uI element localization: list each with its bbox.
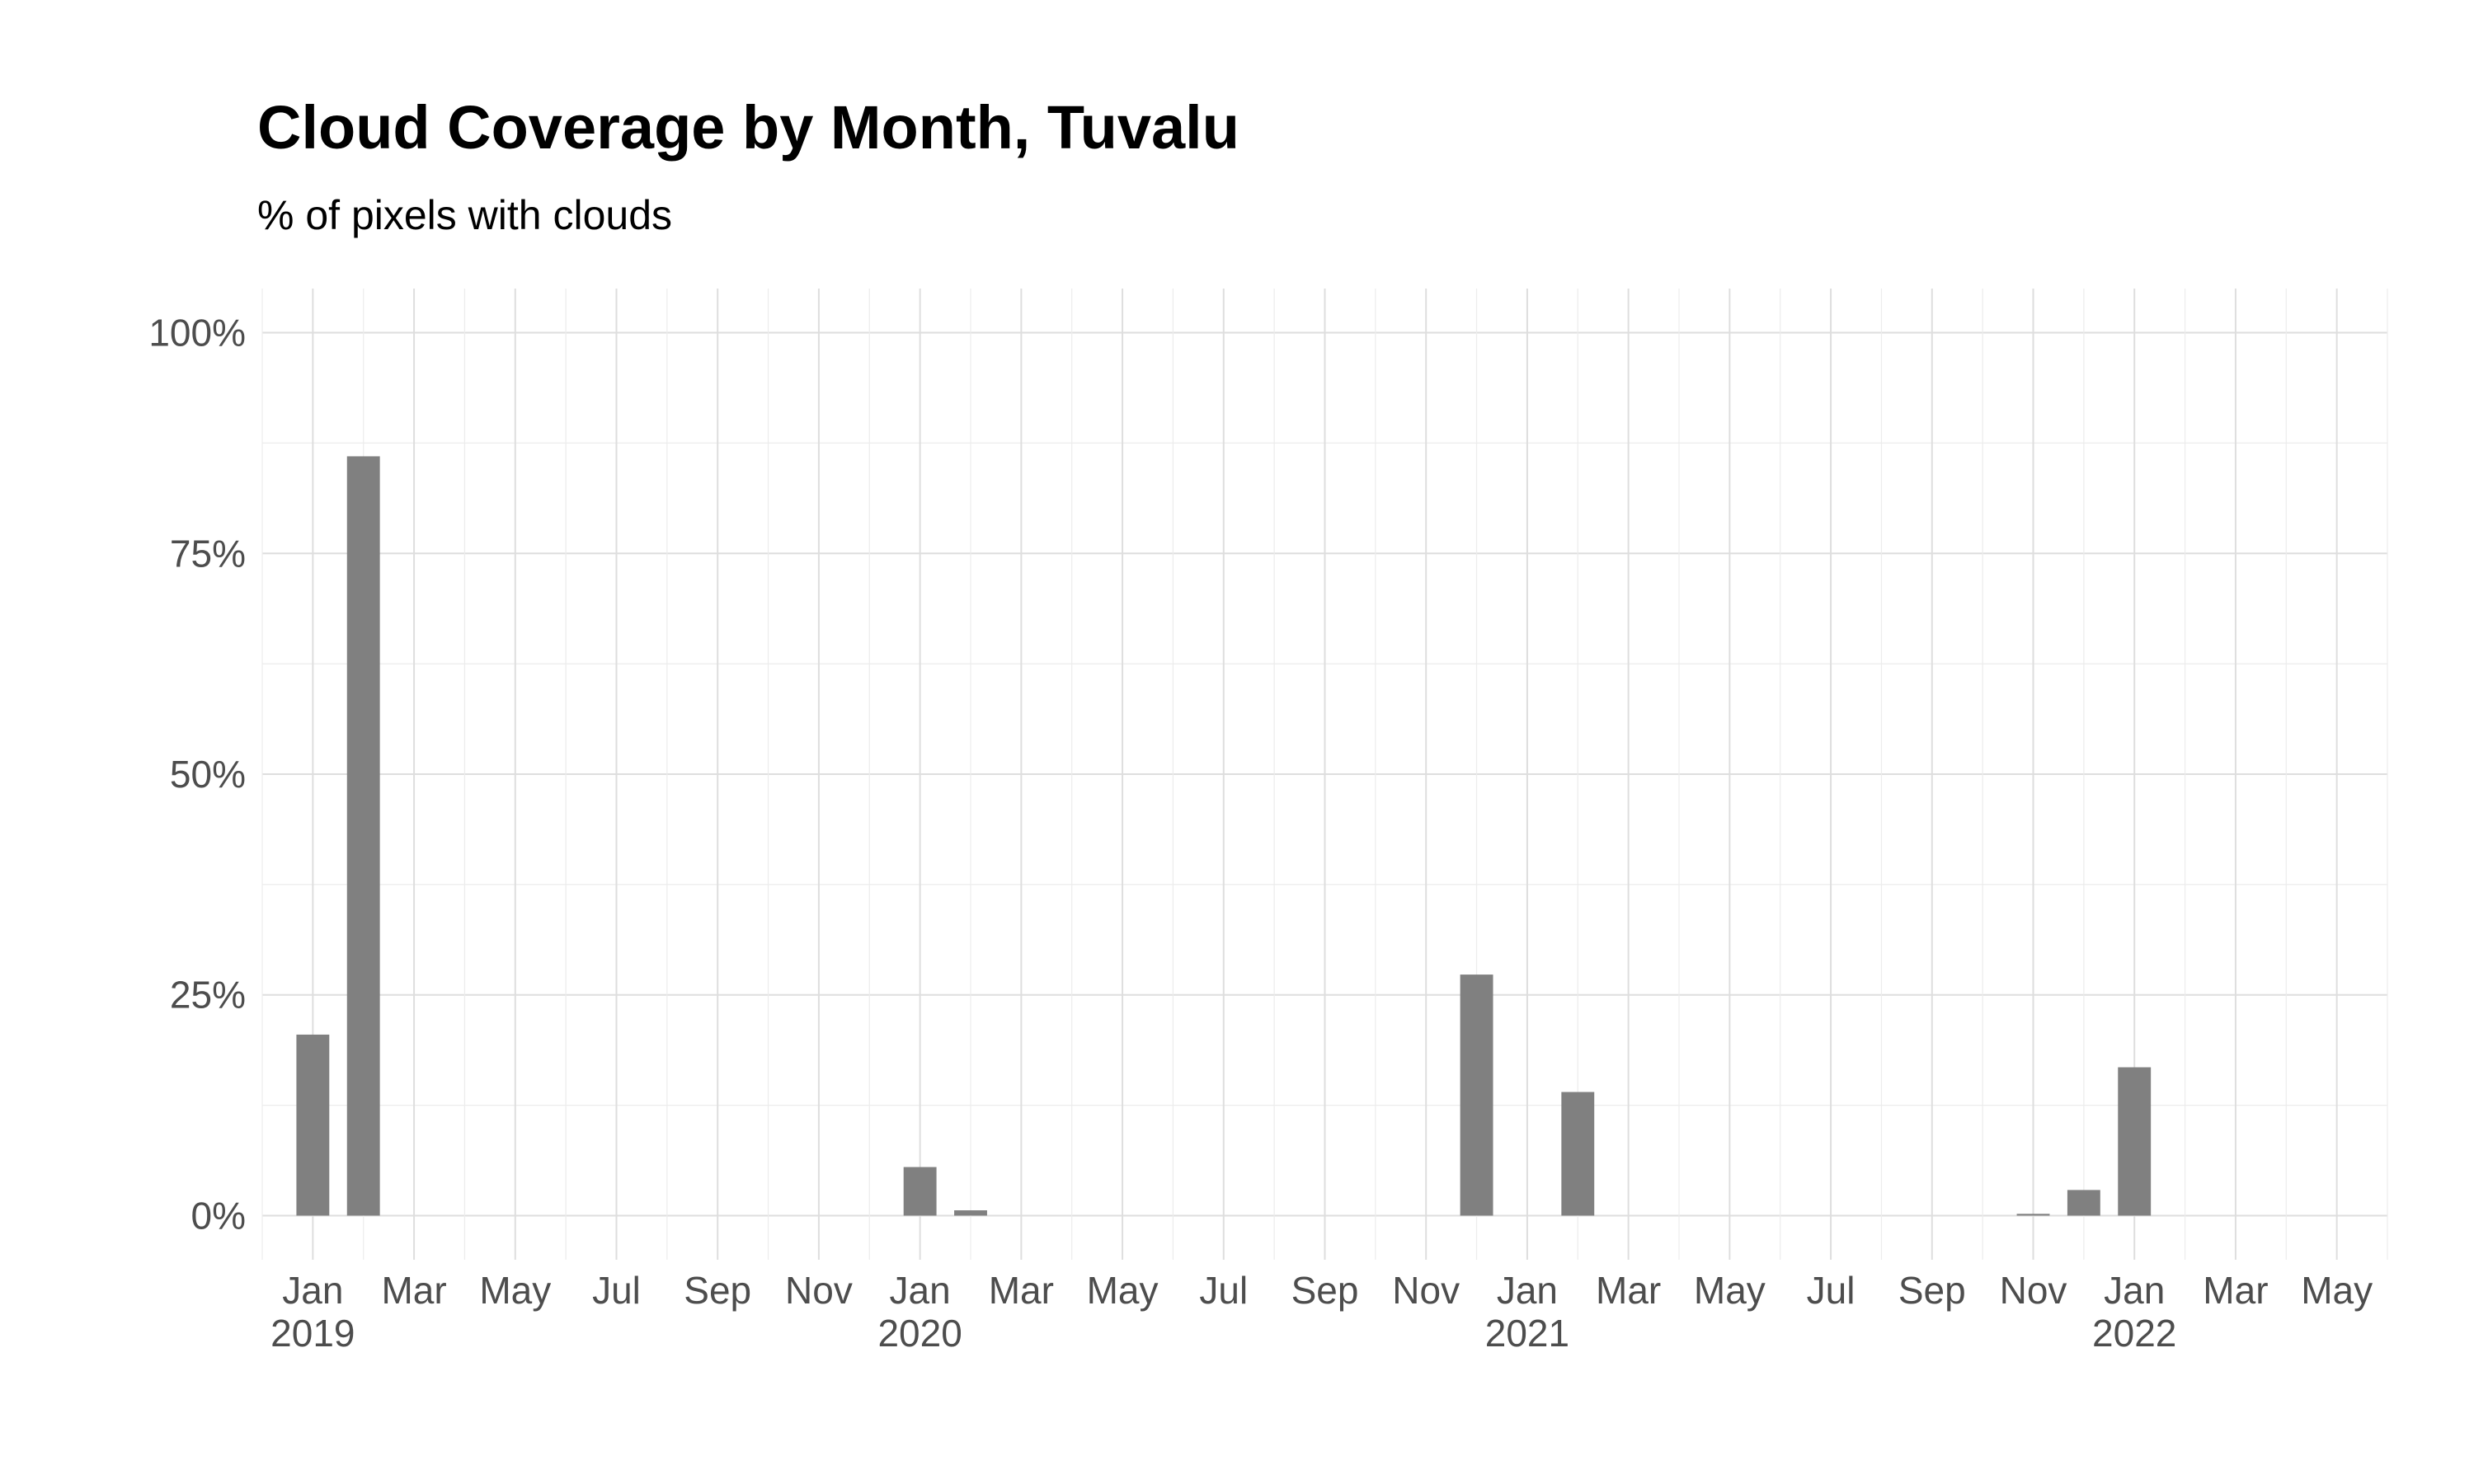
gridlines (261, 289, 2388, 1260)
y-tick-label: 50% (170, 753, 246, 796)
x-tick-label: Jan (1497, 1269, 1558, 1312)
chart-subtitle: % of pixels with clouds (257, 192, 672, 238)
y-tick-label: 75% (170, 532, 246, 575)
x-tick-label: May (1087, 1269, 1159, 1312)
bar-2020-12 (1460, 974, 1493, 1216)
x-tick-label: Mar (2203, 1269, 2268, 1312)
bar-2021-02 (1561, 1092, 1595, 1216)
x-tick-year-label: 2022 (2092, 1312, 2176, 1355)
bars (296, 456, 2152, 1216)
bar-2019-01 (296, 1034, 330, 1216)
x-tick-label: Jul (1199, 1269, 1248, 1312)
x-tick-label: Mar (1596, 1269, 1661, 1312)
y-axis-tick-labels: 0% 25% 50% 75% 100% (148, 312, 246, 1237)
x-tick-label: Jul (592, 1269, 641, 1312)
x-tick-label: Nov (2000, 1269, 2067, 1312)
y-tick-label: 25% (170, 974, 246, 1017)
y-tick-label: 0% (191, 1194, 246, 1237)
y-tick-label: 100% (148, 312, 246, 355)
x-tick-label: May (1694, 1269, 1766, 1312)
x-tick-label: May (479, 1269, 551, 1312)
x-tick-label: May (2301, 1269, 2373, 1312)
chart-title: Cloud Coverage by Month, Tuvalu (257, 93, 1239, 162)
x-tick-label: Nov (1392, 1269, 1460, 1312)
bar-2019-02 (346, 456, 380, 1216)
x-tick-label: Sep (1291, 1269, 1359, 1312)
x-tick-label: Nov (785, 1269, 853, 1312)
x-tick-label: Sep (684, 1269, 751, 1312)
bar-2020-01 (903, 1167, 937, 1216)
x-tick-label: Jul (1807, 1269, 1856, 1312)
x-tick-label: Jan (2104, 1269, 2165, 1312)
bar-2020-02 (954, 1210, 987, 1216)
bar-2021-12 (2067, 1190, 2100, 1216)
x-tick-label: Mar (989, 1269, 1054, 1312)
x-tick-label: Sep (1898, 1269, 1966, 1312)
x-tick-label: Jan (282, 1269, 343, 1312)
x-tick-label: Mar (381, 1269, 446, 1312)
x-tick-year-label: 2021 (1485, 1312, 1569, 1355)
bar-2022-01 (2118, 1067, 2152, 1216)
x-tick-label: Jan (890, 1269, 951, 1312)
bar-2021-11 (2016, 1214, 2050, 1216)
x-tick-year-label: 2019 (270, 1312, 355, 1355)
x-tick-year-label: 2020 (877, 1312, 962, 1355)
